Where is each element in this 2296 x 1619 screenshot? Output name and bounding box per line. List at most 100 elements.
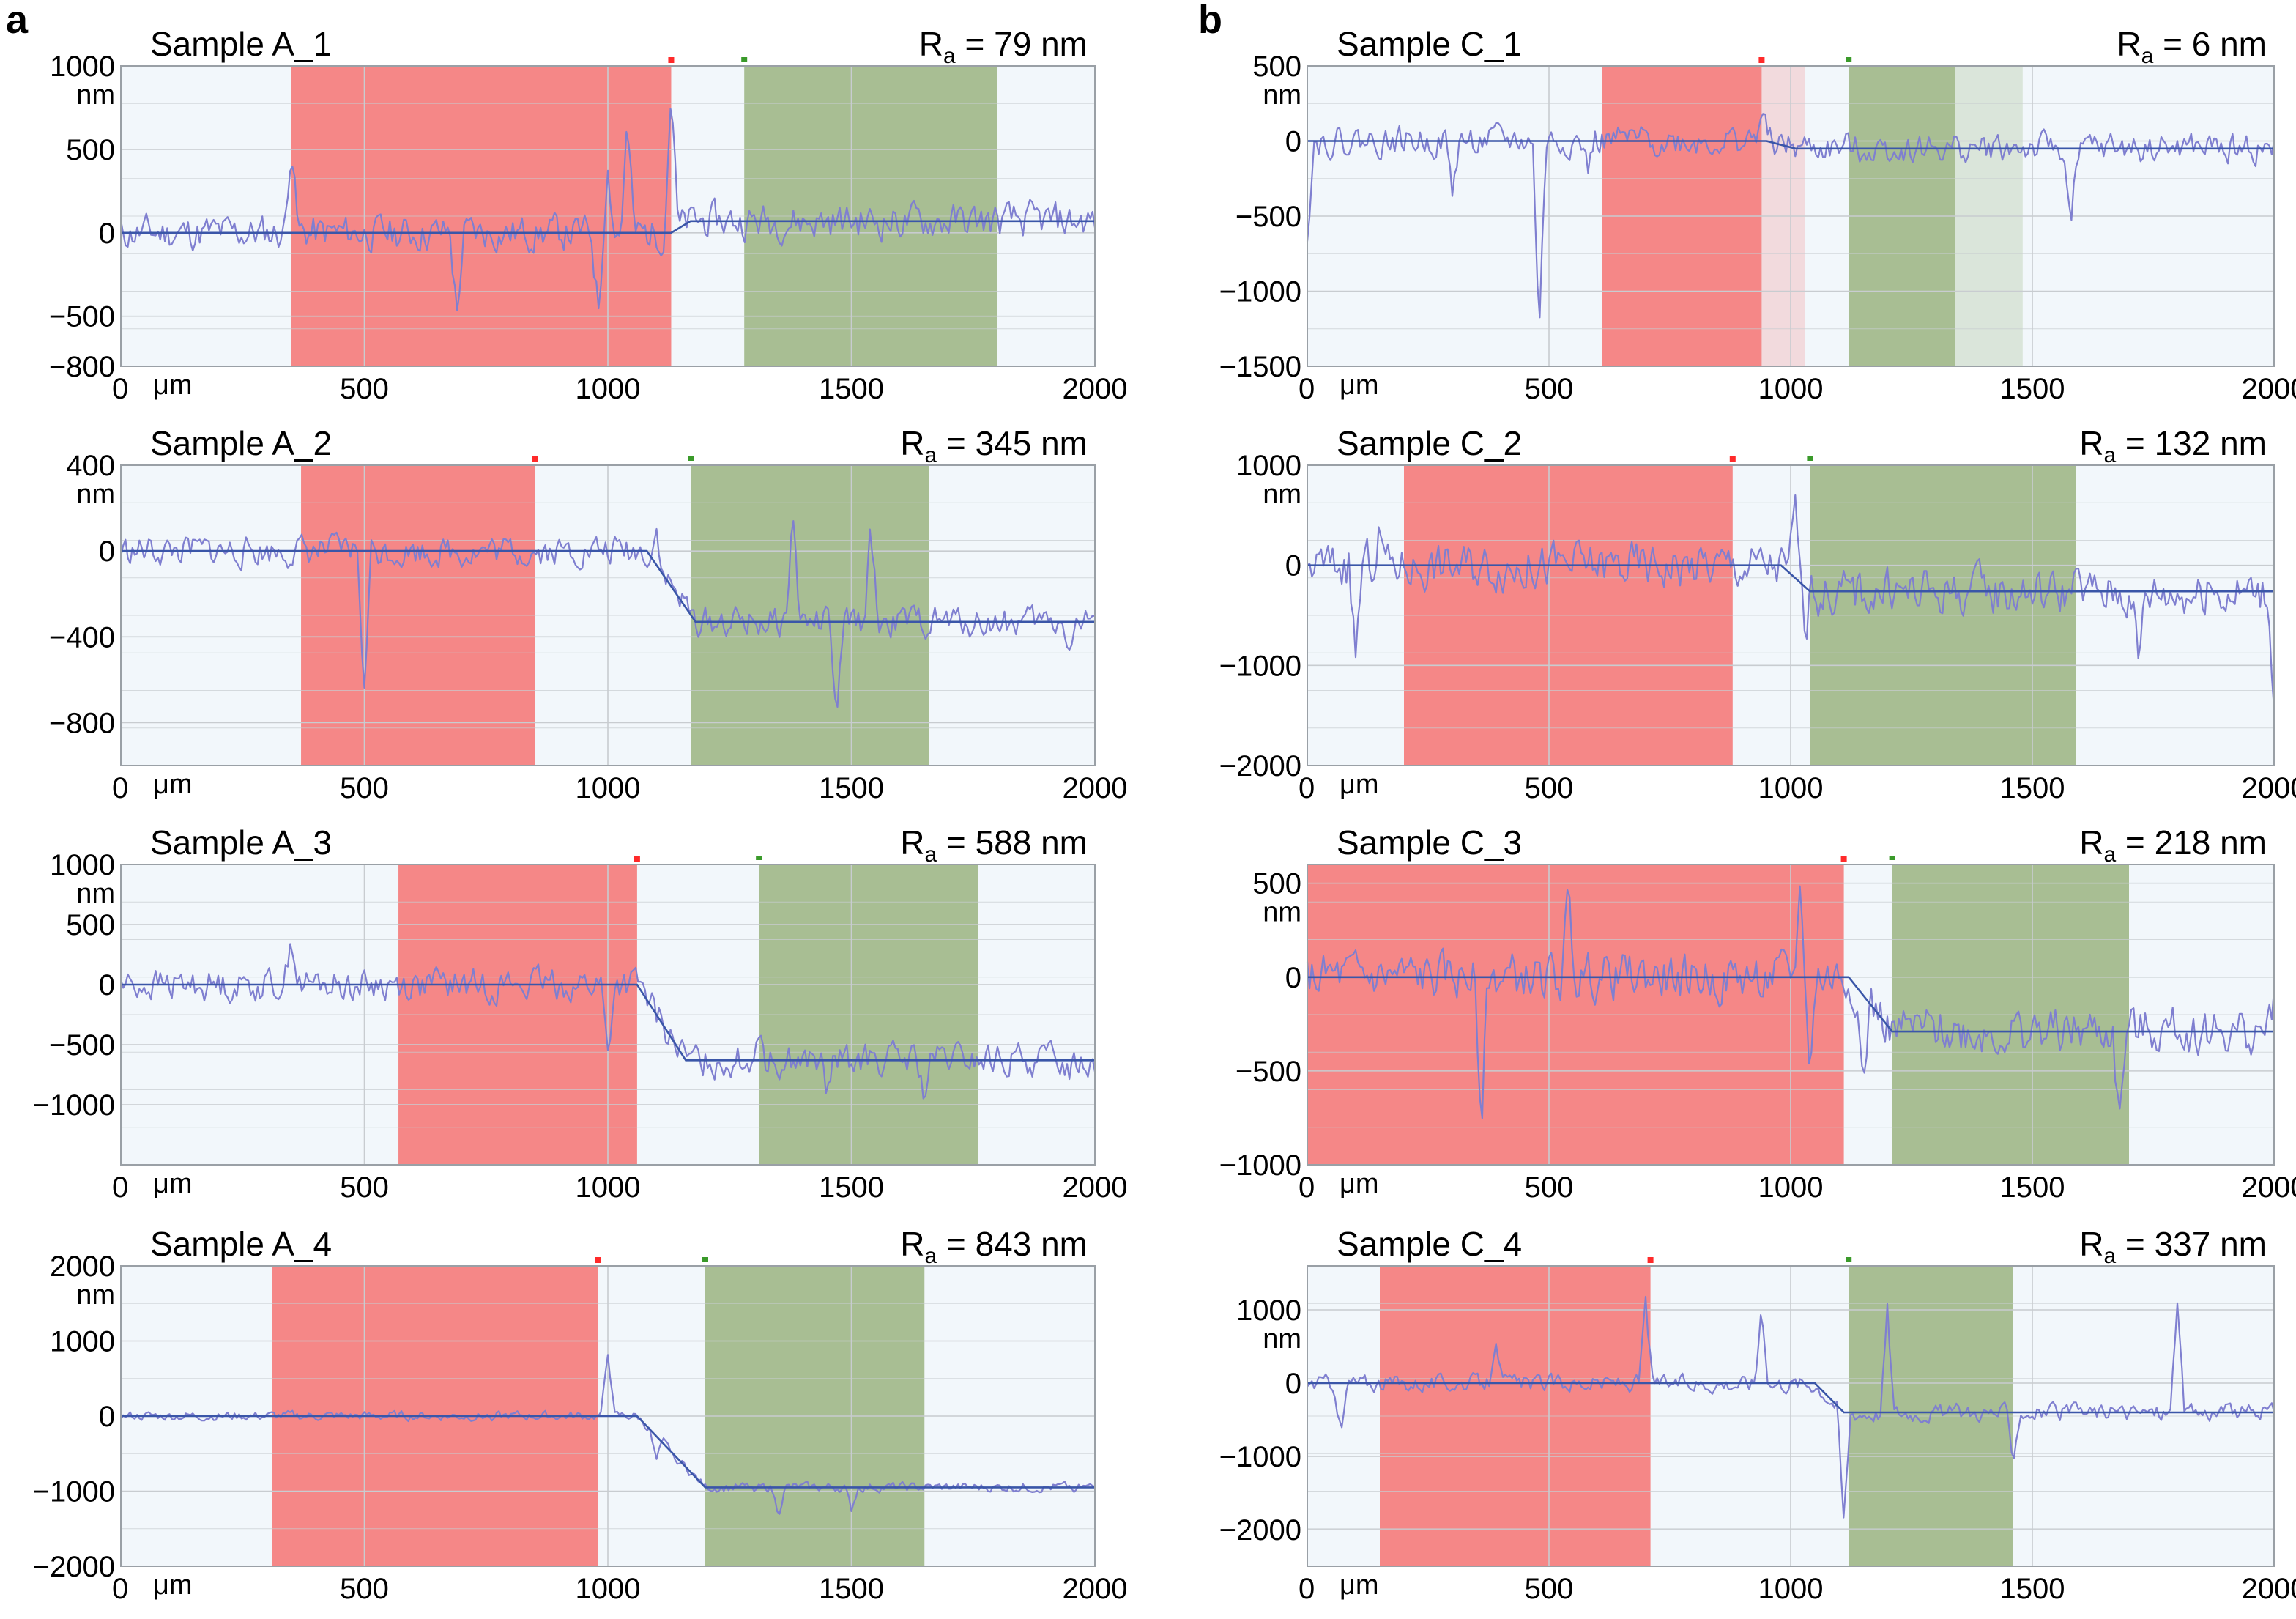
ra-value: = 345 nm (937, 424, 1088, 462)
y-tick-label-4: −2000 (33, 1551, 115, 1583)
y-tick-label-2: −400 (49, 621, 115, 653)
x-tick-label-2: 1000 (576, 1573, 641, 1605)
ra-label: Ra = 337 nm (2079, 1225, 2267, 1268)
x-unit-label: μm (1340, 1570, 1379, 1601)
ra-subscript: a (2103, 1244, 2116, 1268)
x-tick-label-0: 0 (112, 373, 128, 405)
y-tick-label-3: −1000 (1219, 1149, 1301, 1182)
plot-frame (1307, 1265, 2275, 1567)
ra-symbol: R (2079, 1225, 2103, 1263)
x-tick-label-3: 1500 (2000, 772, 2065, 804)
ra-subscript: a (924, 443, 937, 467)
ra-symbol: R (900, 424, 924, 462)
chart-title: Sample A_1 (150, 25, 332, 63)
ra-label: Ra = 588 nm (900, 823, 1088, 867)
fit-line (1307, 1382, 2274, 1414)
y-tick-label-1: 0 (1285, 550, 1301, 582)
chart-2: Sample A_2 Ra = 345 nm 400 0 −400 −800 nm 0 500 1… (49, 424, 1128, 804)
x-tick-label-3: 1500 (2000, 1573, 2065, 1605)
green-region-marker (1807, 456, 1813, 461)
chart-4: Sample A_3 Ra = 588 nm 1000 500 0 −500 −1000 nm… (33, 823, 1128, 1204)
ra-value: = 79 nm (956, 25, 1088, 63)
chart-title: Sample A_4 (150, 1225, 332, 1263)
ra-symbol: R (919, 25, 943, 63)
y-unit-label: nm (76, 80, 115, 111)
y-unit-label: nm (76, 479, 115, 510)
red-region-marker (1758, 57, 1765, 63)
y-unit-label: nm (1263, 479, 1301, 510)
y-tick-label-3: −1000 (1219, 276, 1301, 308)
ra-subscript: a (943, 44, 956, 68)
y-tick-label-1: 0 (1285, 1368, 1301, 1400)
profile-trace (119, 943, 1096, 1100)
chart-title: Sample A_2 (150, 424, 332, 462)
chart-title: Sample C_4 (1337, 1225, 1522, 1263)
x-tick-label-4: 2000 (2242, 1171, 2296, 1204)
red-region-marker (1729, 456, 1736, 462)
y-unit-label: nm (1263, 897, 1301, 928)
x-tick-label-3: 1500 (819, 1171, 884, 1204)
x-tick-label-2: 1000 (576, 1171, 641, 1204)
y-tick-label-2: −1000 (1219, 650, 1301, 682)
chart-title: Sample C_2 (1337, 424, 1522, 462)
green-region-marker (741, 57, 748, 62)
x-tick-label-0: 0 (112, 1573, 128, 1605)
x-tick-label-4: 2000 (2242, 1573, 2296, 1605)
red-region-marker (634, 856, 640, 862)
ra-label: Ra = 843 nm (900, 1225, 1088, 1268)
ra-subscript: a (924, 1244, 937, 1268)
x-tick-label-1: 500 (1525, 373, 1574, 405)
y-tick-label-3: −1000 (33, 1476, 115, 1508)
y-tick-label-4: −1500 (1219, 351, 1301, 383)
ra-label: Ra = 79 nm (919, 25, 1088, 68)
x-tick-label-3: 1500 (819, 772, 884, 804)
y-tick-label-3: −2000 (1219, 1514, 1301, 1546)
y-tick-label-0: 400 (66, 450, 115, 482)
x-tick-label-0: 0 (1299, 1573, 1315, 1605)
x-unit-label: μm (153, 1168, 193, 1199)
ra-subscript: a (2103, 443, 2116, 467)
y-unit-label: nm (1263, 80, 1301, 111)
chart-6: Sample A_4 Ra = 843 nm 2000 1000 0 −1000 −2000… (33, 1225, 1128, 1605)
y-unit-label: nm (76, 1280, 115, 1311)
x-tick-label-0: 0 (1299, 373, 1315, 405)
x-tick-label-3: 1500 (2000, 1171, 2065, 1204)
profile-trace (119, 108, 1096, 311)
y-unit-label: nm (76, 878, 115, 909)
x-tick-label-0: 0 (1299, 1171, 1315, 1204)
y-tick-label-0: 500 (1252, 51, 1301, 83)
x-tick-label-1: 500 (1525, 1171, 1574, 1204)
y-tick-label-4: −1000 (33, 1089, 115, 1122)
ra-label: Ra = 132 nm (2079, 424, 2267, 467)
chart-1: Sample C_1 Ra = 6 nm 500 0 −500 −1000 −1500 nm 0… (1219, 25, 2296, 405)
y-tick-label-2: −1000 (1219, 1441, 1301, 1473)
y-tick-label-3: −2000 (1219, 750, 1301, 782)
x-tick-label-3: 1500 (819, 373, 884, 405)
y-tick-label-2: −500 (1236, 201, 1301, 233)
plot-frame (120, 65, 1096, 367)
x-tick-label-0: 0 (112, 1171, 128, 1204)
fit-line (121, 1415, 1095, 1489)
green-region-marker (688, 456, 694, 461)
x-unit-label: μm (1340, 370, 1379, 401)
plot-frame (120, 864, 1096, 1166)
y-tick-label-2: 0 (99, 218, 115, 250)
chart-0: Sample A_1 Ra = 79 nm 1000 500 0 −500 −800 nm 0 5… (49, 25, 1128, 405)
chart-7: Sample C_4 Ra = 337 nm 1000 0 −1000 −2000 nm 0 5… (1219, 1225, 2296, 1605)
ra-symbol: R (2079, 424, 2103, 462)
green-region-marker (1846, 57, 1852, 62)
y-tick-label-0: 500 (1252, 868, 1301, 900)
red-region-marker (595, 1257, 601, 1263)
x-tick-label-2: 1000 (1758, 373, 1824, 405)
profile-trace (1307, 494, 2275, 709)
fit-line (1307, 564, 2274, 593)
x-tick-label-1: 500 (340, 1171, 389, 1204)
x-tick-label-1: 500 (1525, 772, 1574, 804)
x-tick-label-1: 500 (340, 1573, 389, 1605)
x-tick-label-2: 1000 (1758, 1573, 1824, 1605)
x-tick-label-4: 2000 (1063, 772, 1128, 804)
x-tick-label-4: 2000 (1063, 1573, 1128, 1605)
chart-title: Sample C_1 (1337, 25, 1522, 63)
plot-frame (1307, 65, 2275, 367)
